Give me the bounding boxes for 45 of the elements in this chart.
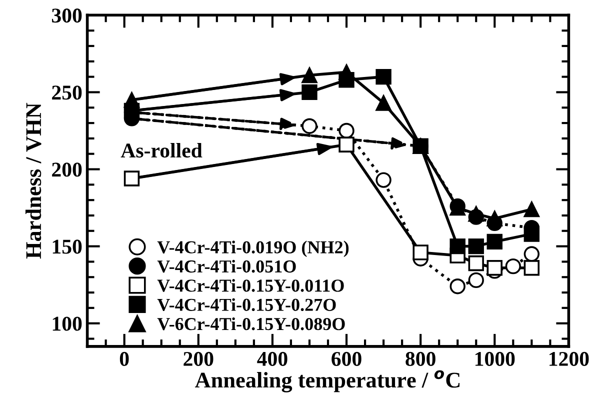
y-tick-label: 250: [52, 86, 82, 100]
point: [468, 238, 484, 254]
point: [468, 272, 484, 288]
point: [124, 170, 140, 186]
point: [468, 206, 484, 222]
point: [412, 244, 428, 260]
point: [524, 246, 540, 262]
point: [450, 278, 466, 294]
point: [302, 67, 318, 84]
x-tick-label: 400: [257, 352, 288, 366]
y-axis-title: Hardness / VHN: [25, 102, 42, 259]
x-tick-label: 200: [184, 352, 214, 366]
point: [505, 258, 521, 274]
x-axis-title: Annealing temperature / $^{o}$C: [195, 370, 460, 392]
legend-label: V-4Cr-4Ti-0.051O: [157, 260, 296, 273]
y-tick-label: 300: [52, 8, 82, 23]
point: [338, 136, 354, 152]
point: [524, 201, 540, 218]
point: [376, 95, 392, 111]
y-tick-label: 100: [52, 316, 82, 331]
x-tick-label: 600: [332, 352, 362, 366]
x-tick-label: 0: [120, 352, 129, 366]
x-tick-label: 1200: [550, 352, 589, 366]
x-tick-label: 1000: [475, 352, 515, 366]
point: [524, 260, 540, 276]
point: [486, 210, 502, 226]
legend-label: V-4Cr-4Ti-0.15Y-0.011O: [157, 279, 344, 292]
point: [450, 238, 466, 254]
point: [486, 260, 502, 276]
point: [486, 234, 502, 250]
point: [524, 226, 540, 242]
point: [376, 172, 392, 188]
point: [124, 92, 140, 108]
point: [376, 68, 392, 85]
legend-label: V-4Cr-4Ti-0.15Y-0.27O: [157, 298, 336, 312]
point: [302, 118, 318, 134]
y-tick-label: 200: [52, 162, 82, 177]
legend-label: V-6Cr-4Ti-0.15Y-0.089O: [157, 317, 345, 330]
legend-label: V-4Cr-4Ti-0.019O (NH2): [157, 240, 349, 258]
point: [338, 122, 354, 139]
x-tick-label: 800: [406, 352, 436, 366]
y-tick-label: 150: [52, 240, 82, 254]
annotation: As-rolled: [120, 142, 202, 158]
point: [302, 84, 318, 100]
point: [468, 255, 484, 272]
